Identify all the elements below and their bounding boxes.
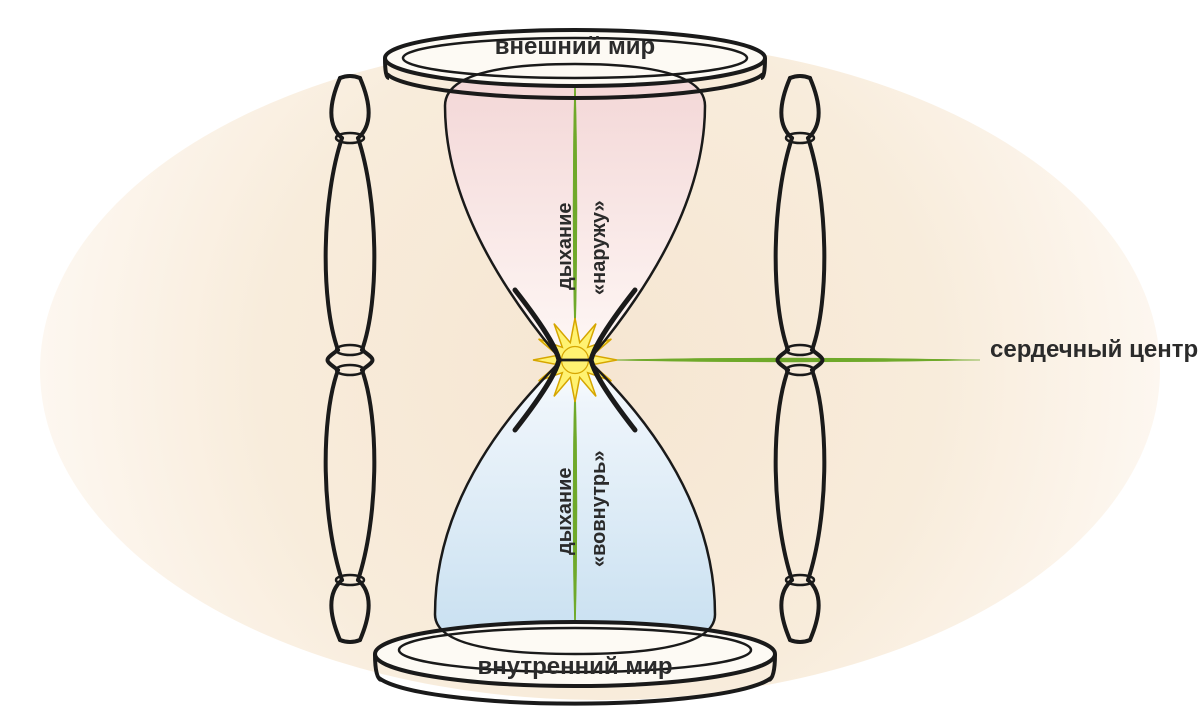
label-inner-world: внутренний мир xyxy=(415,653,735,681)
label-breath-in-line2: «вовнутрь» xyxy=(588,450,611,567)
label-outer-world: внешний мир xyxy=(425,33,725,61)
label-breath-out-line1: дыхание xyxy=(554,202,577,290)
label-breath-out-line2: «наружу» xyxy=(588,200,611,295)
label-heart-center: сердечный центр xyxy=(990,336,1198,364)
diagram-stage: внешний мир внутренний мир сердечный цен… xyxy=(0,0,1200,725)
label-breath-in-line1: дыхание xyxy=(554,467,577,555)
